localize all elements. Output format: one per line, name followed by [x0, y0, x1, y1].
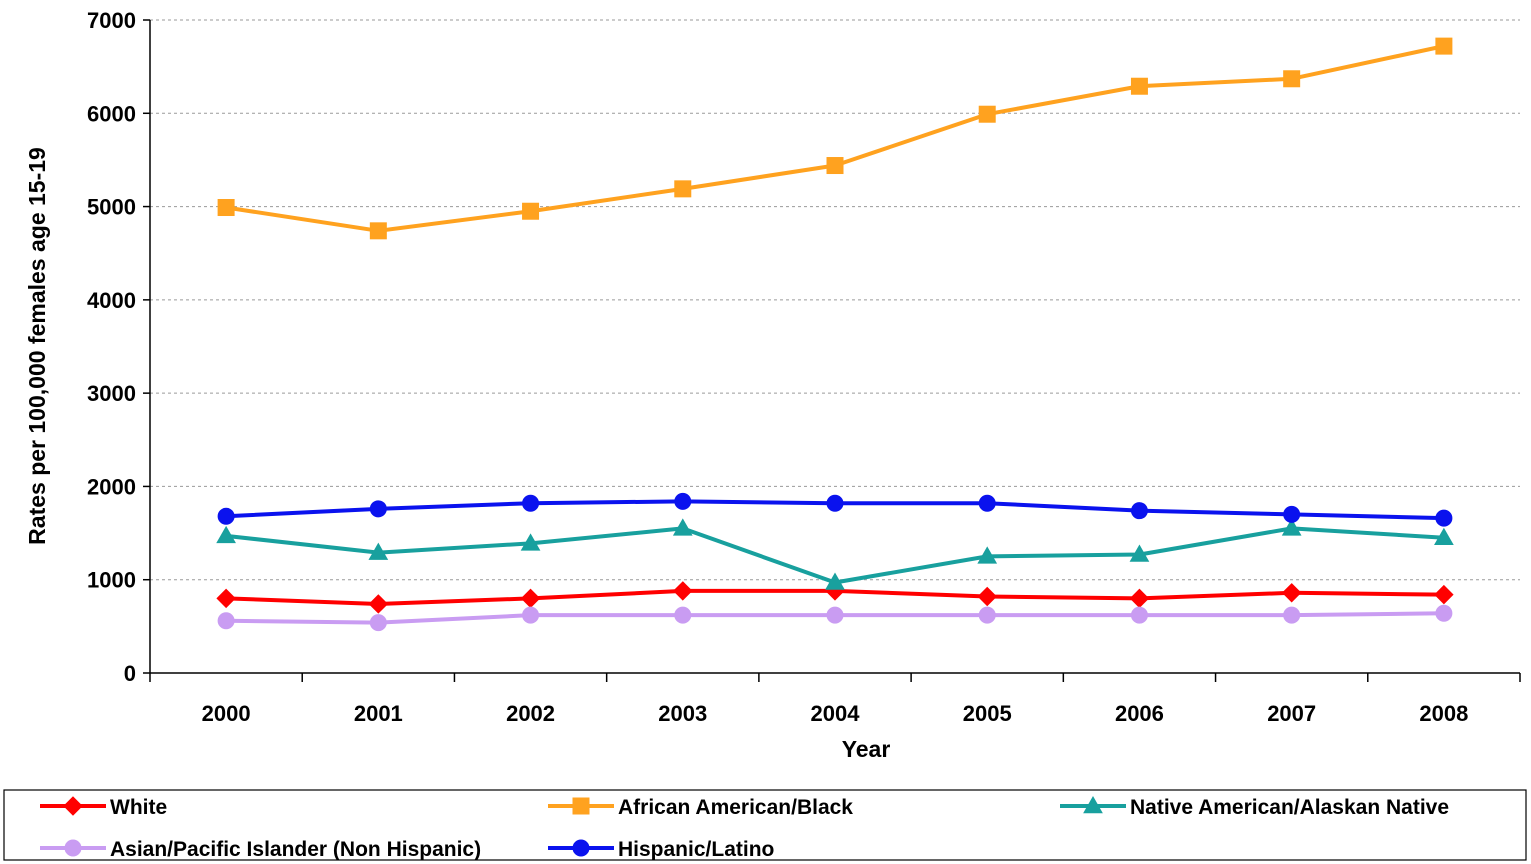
legend-marker [63, 796, 83, 816]
data-point [369, 614, 387, 632]
x-tick-label: 2004 [811, 701, 861, 726]
x-tick-label: 2007 [1267, 701, 1316, 726]
legend-item: African American/Black [548, 796, 853, 819]
x-tick-label: 2005 [963, 701, 1012, 726]
x-tick-label: 2006 [1115, 701, 1164, 726]
data-point [674, 606, 692, 624]
series-3 [217, 604, 1453, 632]
series-0 [216, 581, 1454, 614]
data-point [673, 581, 693, 601]
data-point [369, 500, 387, 518]
data-point [1435, 37, 1453, 55]
data-point [1435, 509, 1453, 527]
legend-item: White [40, 796, 167, 819]
data-point [978, 494, 996, 512]
x-axis-title: Year [842, 736, 891, 762]
legend-marker [572, 797, 590, 815]
data-point [978, 105, 996, 123]
legend-item: Native American/Alaskan Native [1060, 795, 1449, 819]
y-tick-label: 7000 [87, 8, 136, 33]
y-tick-label: 3000 [87, 381, 136, 406]
legend: White African American/Black Native Americ… [3, 789, 1527, 861]
x-tick-label: 2008 [1419, 701, 1468, 726]
data-point [1283, 505, 1301, 523]
data-point [977, 586, 997, 607]
data-point [217, 199, 235, 217]
legend-label: Hispanic/Latino [618, 838, 774, 861]
data-point [826, 606, 844, 624]
y-tick-label: 5000 [87, 195, 136, 220]
legend-label: Native American/Alaskan Native [1130, 796, 1449, 819]
data-point [1434, 527, 1454, 545]
series-4 [217, 492, 1453, 527]
data-point [1281, 583, 1302, 603]
data-point [1129, 588, 1150, 609]
x-tick-labels: 2000 2001 2002 2003 2004 2005 2006 2007 2008 [202, 701, 1469, 726]
y-tick-labels: 0 1000 2000 3000 4000 5000 6000 7000 [87, 8, 136, 686]
data-point [1129, 544, 1150, 562]
x-tick-label: 2003 [658, 701, 707, 726]
data-point [672, 518, 693, 536]
data-point [1130, 606, 1148, 624]
data-point [1130, 77, 1148, 95]
legend-label: African American/Black [618, 796, 853, 819]
data-point [826, 494, 844, 512]
y-tick-label: 2000 [87, 474, 136, 499]
series-group [216, 37, 1454, 632]
data-point [369, 222, 387, 240]
legend-marker [1083, 795, 1103, 814]
legend-label: Asian/Pacific Islander (Non Hispanic) [110, 838, 481, 861]
grid-lines [150, 19, 1520, 581]
data-point [826, 157, 844, 175]
data-point [1434, 584, 1454, 605]
data-point [217, 612, 235, 630]
data-point [217, 507, 235, 525]
data-point [216, 525, 236, 544]
data-point [368, 542, 389, 560]
data-point [1435, 604, 1453, 622]
axes [143, 19, 1521, 682]
data-point [825, 572, 845, 590]
y-tick-label: 0 [124, 661, 136, 686]
data-point [1283, 606, 1301, 624]
legend-label: White [110, 796, 167, 819]
data-point [674, 492, 692, 510]
y-tick-label: 4000 [87, 288, 136, 313]
y-tick-label: 1000 [87, 568, 136, 593]
series-line [225, 44, 1445, 233]
x-tick-label: 2000 [202, 701, 251, 726]
legend-marker [64, 839, 82, 857]
data-point [674, 180, 692, 198]
data-point [977, 546, 998, 564]
data-point [216, 588, 236, 609]
y-axis-title: Rates per 100,000 females age 15-19 [24, 147, 50, 545]
series-2 [216, 518, 1454, 590]
data-point [368, 594, 389, 614]
data-point [520, 533, 541, 551]
data-point [1283, 70, 1301, 88]
legend-item: Hispanic/Latino [548, 838, 774, 861]
data-point [1281, 518, 1302, 536]
series-1 [217, 37, 1453, 240]
x-tick-label: 2002 [506, 701, 555, 726]
data-point [522, 494, 540, 512]
data-point [522, 202, 540, 220]
legend-box [3, 789, 1527, 861]
data-point [520, 588, 541, 609]
y-tick-label: 6000 [87, 101, 136, 126]
legend-marker [572, 839, 590, 857]
data-point [1130, 502, 1148, 520]
x-tick-label: 2001 [354, 701, 403, 726]
data-point [522, 606, 540, 624]
data-point [978, 606, 996, 624]
legend-item: Asian/Pacific Islander (Non Hispanic) [40, 838, 481, 861]
